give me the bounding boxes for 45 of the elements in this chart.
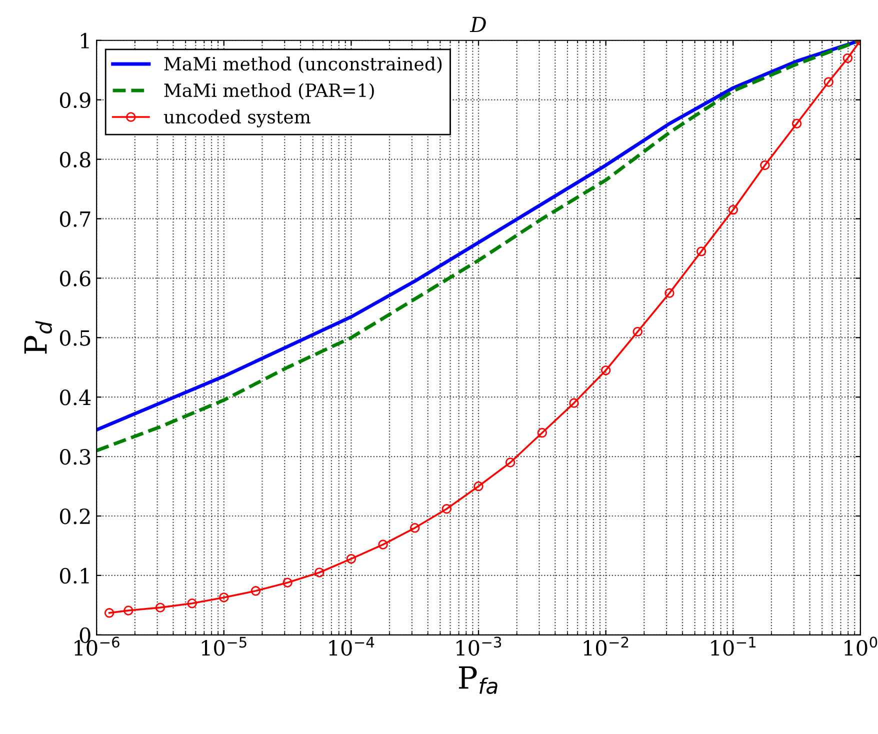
x-tick-label: 10$^{−5}$ [202,636,246,656]
point [632,326,642,337]
y-tick-label: 0.8 [60,152,90,168]
y-tick-label: 0.7 [60,211,90,227]
point [474,481,484,492]
point [537,428,548,438]
point [346,554,356,564]
y-axis-title: P$_{d}$ [24,320,52,354]
point [124,606,134,616]
x-tick-label: 10$^{−4}$ [329,636,374,656]
point [378,540,388,550]
x-tick-label: 10$^{−2}$ [584,636,628,656]
x-tick-label: 10$^{−1}$ [711,636,756,656]
y-tick-label: 1 [81,32,89,48]
point [600,365,611,376]
point [219,592,229,602]
y-tick-label: 0.3 [60,449,90,465]
point [505,458,516,468]
y-tick-label: 0.2 [60,508,90,524]
point [569,398,579,408]
point [824,77,834,87]
legend-label: MaMi method (PAR=1) [164,83,374,100]
y-tick-label: 0.1 [60,568,89,584]
point [696,246,706,256]
point [728,204,738,215]
point [155,602,166,612]
y-tick-label: 0.4 [60,390,91,406]
point [792,118,802,128]
legend-label: uncoded system [164,110,310,128]
point [282,578,292,588]
x-tick-label: 10$^{−3}$ [456,636,502,656]
x-axis-title: P$_{fa}$ [458,666,498,694]
y-tick-label: 0.6 [60,270,90,286]
y-tick-label: 0.5 [60,330,90,346]
x-tick-label: 10$^{0}$ [844,636,878,656]
point [760,160,770,170]
point [187,598,197,608]
chart-title: D [470,16,486,32]
point [314,568,324,578]
point [410,523,420,533]
point [442,504,452,514]
legend-label: MaMi method (unconstrained) [164,56,442,74]
y-tick-label: 0.9 [60,92,90,108]
point [664,288,674,298]
point [250,586,261,596]
